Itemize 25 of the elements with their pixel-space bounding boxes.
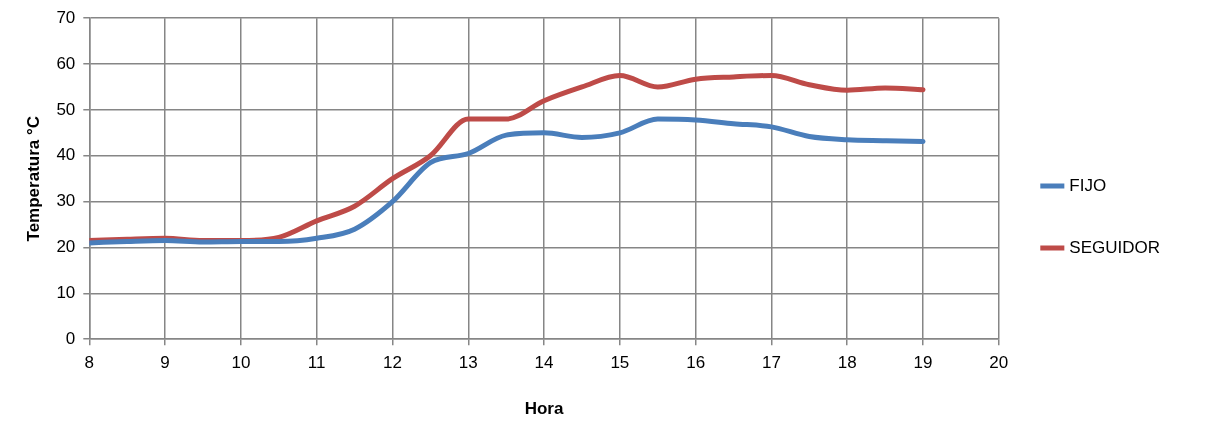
legend-label: SEGUIDOR bbox=[1069, 237, 1161, 257]
x-tick-label: 11 bbox=[307, 353, 326, 373]
y-tick-label: 70 bbox=[56, 7, 76, 27]
x-tick-label: 14 bbox=[534, 353, 554, 373]
x-tick-label: 12 bbox=[383, 353, 402, 373]
y-tick-label: 40 bbox=[56, 145, 76, 165]
x-tick-label: 13 bbox=[458, 353, 478, 373]
y-tick-label: 50 bbox=[56, 99, 76, 119]
x-tick-label: 10 bbox=[231, 353, 251, 373]
x-tick-label: 16 bbox=[686, 353, 706, 373]
x-tick-label: 17 bbox=[761, 353, 781, 373]
y-tick-label: 0 bbox=[65, 328, 76, 348]
y-tick-label: 10 bbox=[56, 283, 76, 303]
x-tick-label: 15 bbox=[610, 353, 630, 373]
x-tick-label: 8 bbox=[84, 353, 95, 373]
x-tick-label: 20 bbox=[989, 353, 1009, 373]
x-tick-label: 9 bbox=[160, 353, 170, 373]
legend-label: FIJO bbox=[1069, 175, 1107, 195]
y-tick-label: 30 bbox=[56, 191, 76, 211]
y-tick-label: 20 bbox=[56, 237, 76, 257]
y-tick-label: 60 bbox=[56, 53, 76, 73]
x-tick-label: 19 bbox=[913, 353, 933, 373]
x-tick-label: 18 bbox=[837, 353, 857, 373]
y-axis-title: Temperatura °C bbox=[23, 115, 43, 242]
x-axis-title: Hora bbox=[524, 399, 564, 419]
